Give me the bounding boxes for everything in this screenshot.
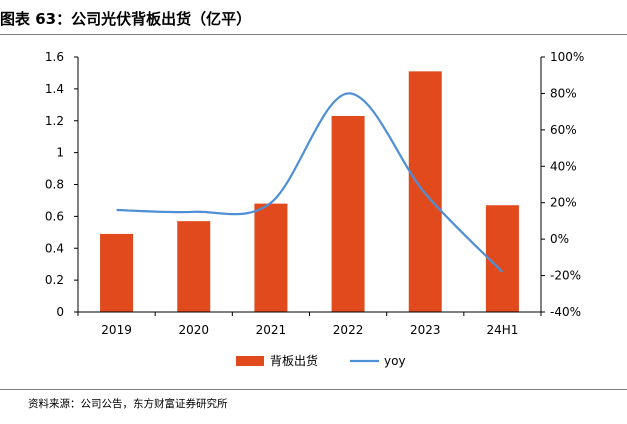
right-tick-label: 80%: [550, 86, 577, 100]
x-tick-label: 2023: [410, 323, 441, 337]
legend-swatch-bar: [236, 356, 264, 366]
title-divider: [0, 34, 627, 35]
bar-2022: [331, 115, 365, 312]
right-tick-label: 20%: [550, 196, 577, 210]
axes: [74, 56, 545, 316]
left-tick-label: 0.8: [45, 178, 64, 192]
x-tick-label: 2022: [333, 323, 364, 337]
right-tick-label: 100%: [550, 50, 584, 64]
left-axis-tick-labels: 0 0.2 0.4 0.6 0.8 1 1.2 1.4 1.6: [45, 50, 64, 319]
x-tick-label: 2021: [256, 323, 287, 337]
right-axis-tick-labels: -40% -20% 0% 20% 40% 60% 80% 100%: [550, 50, 584, 319]
bar-24H1: [485, 205, 519, 312]
right-tick-label: 40%: [550, 159, 577, 173]
right-tick-label: 0%: [550, 232, 569, 246]
x-tick-label: 2019: [101, 323, 132, 337]
right-tick-label: -20%: [550, 269, 581, 283]
x-axis-tick-labels: 2019 2020 2021 2022 2023 24H1: [101, 323, 518, 337]
bar-2020: [177, 221, 211, 312]
legend: 背板出货 yoy: [236, 353, 406, 368]
left-tick-label: 1.2: [45, 114, 64, 128]
x-tick-label: 24H1: [486, 323, 518, 337]
source-divider: [0, 389, 627, 390]
left-tick-label: 0.6: [45, 209, 64, 223]
left-tick-label: 1.4: [45, 82, 64, 96]
source-note: 资料来源：公司公告，东方财富证券研究所: [28, 398, 228, 410]
left-tick-label: 1: [56, 146, 64, 160]
bar-2019: [100, 233, 134, 312]
right-tick-label: -40%: [550, 305, 581, 319]
x-tick-label: 2020: [178, 323, 209, 337]
left-tick-label: 0.4: [45, 241, 64, 255]
chart-title: 图表 63：公司光伏背板出货（亿平）: [0, 10, 252, 28]
left-tick-label: 0: [56, 305, 64, 319]
legend-label-line: yoy: [384, 354, 406, 368]
bar-series: [100, 71, 519, 312]
bar-2021: [254, 203, 288, 312]
left-tick-label: 1.6: [45, 50, 64, 64]
bar-2023: [408, 71, 442, 312]
right-tick-label: 60%: [550, 123, 577, 137]
chart: 0 0.2 0.4 0.6 0.8 1 1.2 1.4 1.6 -40% -20% 0% 20% 40%…: [45, 50, 584, 368]
legend-label-bar: 背板出货: [270, 353, 318, 368]
left-tick-label: 0.2: [45, 273, 64, 287]
yoy-line: [116, 92, 504, 273]
